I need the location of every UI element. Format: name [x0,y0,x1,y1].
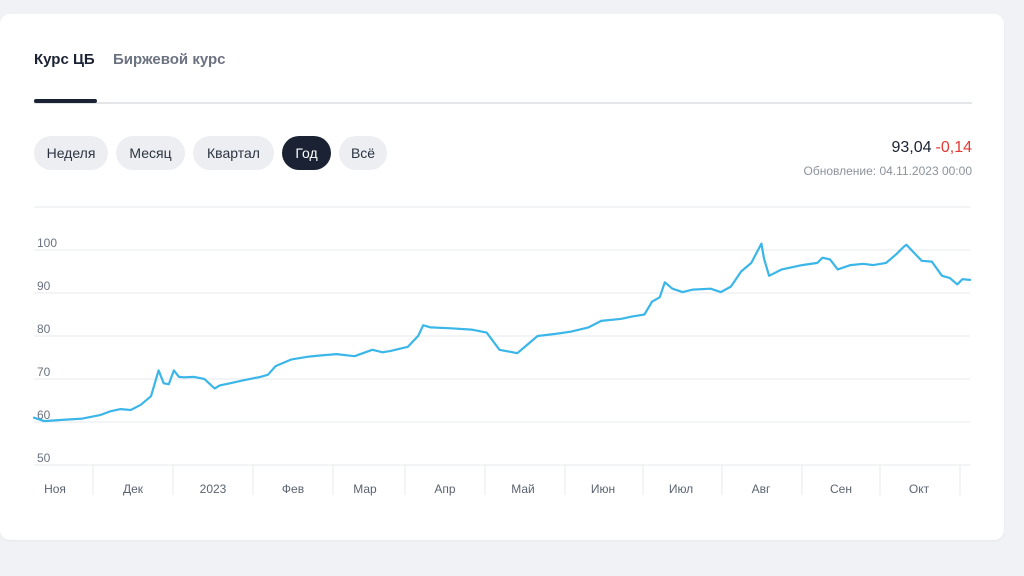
period-month-button[interactable]: Месяц [116,136,185,170]
x-tick-label-8: Июл [669,482,693,496]
y-tick-label-90: 90 [37,279,51,293]
x-tick-label-9: Авг [752,482,771,496]
x-tick-label-3: Фев [282,482,304,496]
y-tick-label-80: 80 [37,322,51,336]
y-tick-label-70: 70 [37,365,51,379]
active-tab-indicator [34,99,97,103]
period-year-button[interactable]: Год [282,136,331,170]
x-tick-label-1: Дек [123,482,144,496]
tab-exchange-rate[interactable]: Биржевой курс [113,51,226,68]
period-all-button[interactable]: Всё [339,136,387,170]
tab-cbr-rate[interactable]: Курс ЦБ [34,51,95,68]
y-tick-label-100: 100 [37,236,57,250]
rate-series-line [32,242,972,423]
update-timestamp: Обновление: 04.11.2023 00:00 [803,164,973,178]
x-tick-label-11: Окт [909,482,930,496]
x-tick-label-2: 2023 [200,482,227,496]
exchange-rate-card: Курс ЦБ Биржевой курс Неделя Месяц Кварт… [0,14,1004,540]
x-tick-label-7: Июн [591,482,615,496]
price-change: -0,14 [935,139,972,156]
rate-source-tabs: Курс ЦБ Биржевой курс [34,50,972,104]
period-week-button[interactable]: Неделя [34,136,108,170]
current-price: 93,04 [891,139,932,156]
y-tick-label-60: 60 [37,408,51,422]
x-tick-label-0: Ноя [44,482,66,496]
period-quarter-button[interactable]: Квартал [193,136,274,170]
x-tick-label-5: Апр [434,482,456,496]
x-tick-label-10: Сен [830,482,852,496]
x-tick-label-4: Мар [353,482,377,496]
quote-summary: 93,04 -0,14 Обновление: 04.11.2023 00:00 [804,138,973,178]
x-tick-label-6: Май [511,482,535,496]
y-tick-label-50: 50 [37,451,51,465]
